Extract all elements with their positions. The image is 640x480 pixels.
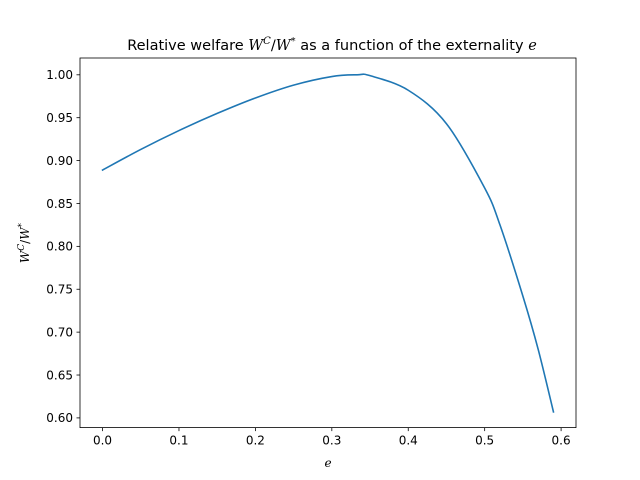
y-axis: 0.60 0.65 0.70 0.75 0.80 0.85 0.90 0.95 1.00 [46,68,80,425]
x-tick-label: 0.0 [93,434,112,448]
x-axis: 0.0 0.1 0.2 0.3 0.4 0.5 0.6 [93,427,571,448]
x-axis-label: e [324,456,331,470]
y-tick-label: 0.80 [46,240,73,254]
x-tick-label: 0.1 [169,434,188,448]
y-tick-label: 0.60 [46,411,73,425]
y-tick-label: 0.95 [46,111,73,125]
axes-frame [79,57,577,429]
y-tick-label: 0.85 [46,197,73,211]
x-tick-label: 0.6 [552,434,571,448]
y-tick-label: 1.00 [46,68,73,82]
series-line [101,73,555,413]
x-tick-label: 0.5 [475,434,494,448]
x-tick-label: 0.3 [322,434,341,448]
y-tick-label: 0.75 [46,283,73,297]
y-tick-label: 0.90 [46,154,73,168]
x-tick-label: 0.4 [399,434,418,448]
x-tick-label: 0.2 [246,434,265,448]
plot-area [101,73,555,413]
y-tick-label: 0.70 [46,325,73,339]
chart-title: Relative welfare WC/W* as a function of … [127,36,537,54]
y-axis-label: WC/W* [17,222,32,263]
y-tick-label: 0.65 [46,368,73,382]
